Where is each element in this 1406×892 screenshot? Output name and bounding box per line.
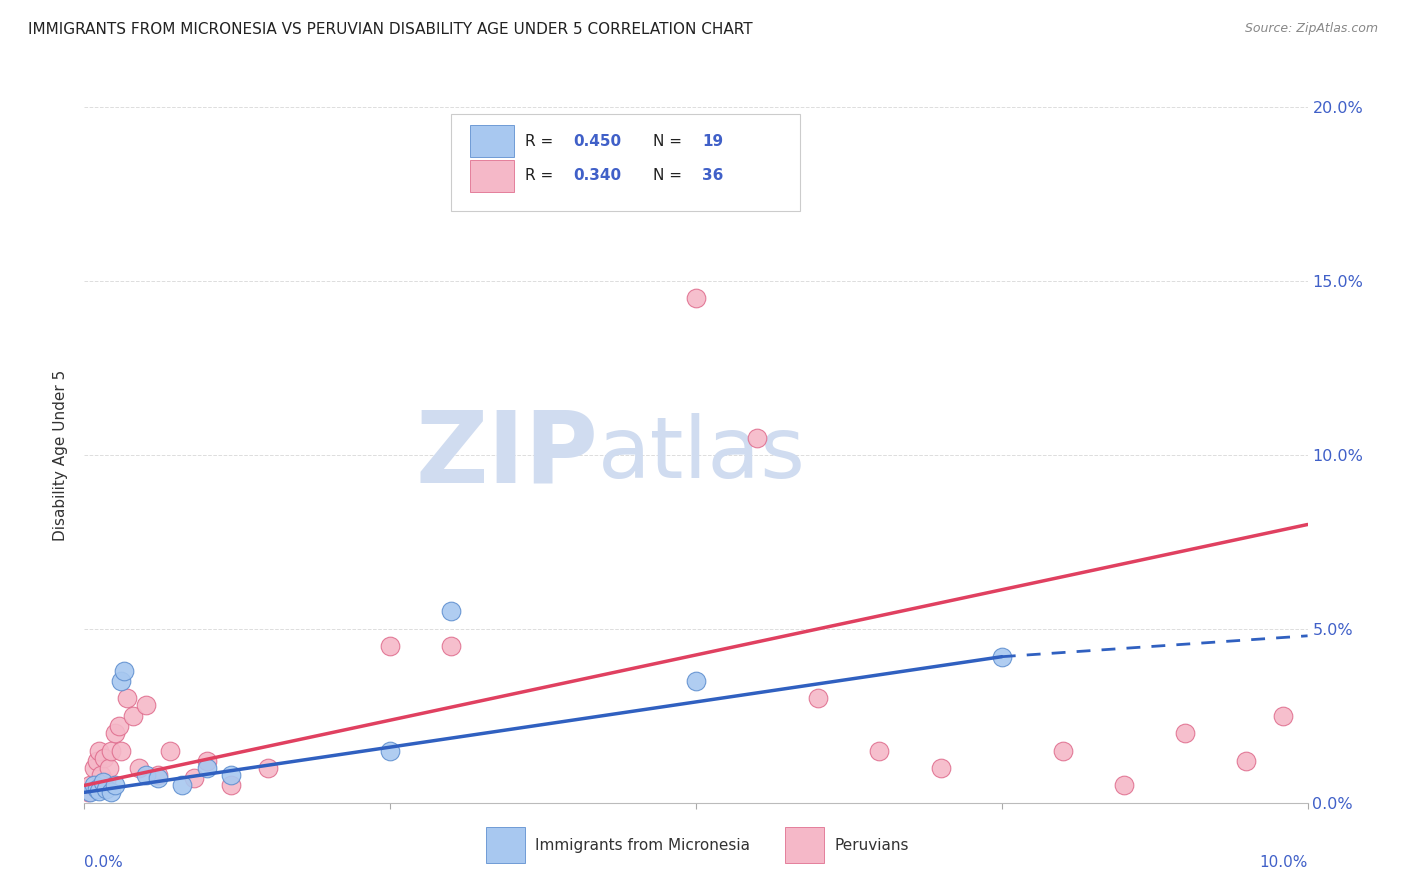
Text: Peruvians: Peruvians <box>834 838 908 854</box>
Point <box>1052 744 1074 758</box>
Point <box>219 778 242 792</box>
Point <box>257 761 280 775</box>
Point <box>79 785 101 799</box>
Point <box>869 744 891 758</box>
Point <box>122 708 145 723</box>
Text: atlas: atlas <box>598 413 806 497</box>
Point <box>87 783 110 797</box>
Point <box>96 775 118 789</box>
Point <box>219 768 242 782</box>
Text: 0.450: 0.450 <box>574 134 621 149</box>
Point <box>86 754 108 768</box>
FancyBboxPatch shape <box>470 125 513 157</box>
Point <box>172 778 194 792</box>
Point <box>104 778 127 792</box>
Point <box>991 649 1014 664</box>
Point <box>440 639 463 653</box>
Point <box>183 772 205 786</box>
Point <box>83 778 105 792</box>
Point <box>110 744 132 758</box>
Text: 0.0%: 0.0% <box>84 855 124 870</box>
Text: Source: ZipAtlas.com: Source: ZipAtlas.com <box>1244 22 1378 36</box>
Point <box>107 719 129 733</box>
Point <box>440 605 463 619</box>
Point <box>100 744 122 758</box>
FancyBboxPatch shape <box>470 160 513 192</box>
Text: 10.0%: 10.0% <box>1260 855 1308 870</box>
Point <box>195 754 218 768</box>
Text: 36: 36 <box>702 169 724 184</box>
Point <box>77 785 100 799</box>
Point <box>97 761 120 775</box>
Point <box>195 761 218 775</box>
Point <box>807 691 830 706</box>
FancyBboxPatch shape <box>786 827 824 863</box>
Point <box>685 291 707 305</box>
Point <box>1272 708 1295 723</box>
Point <box>146 768 169 782</box>
Point <box>87 744 110 758</box>
Text: R =: R = <box>524 169 558 184</box>
Point <box>104 726 127 740</box>
Text: 0.340: 0.340 <box>574 169 621 184</box>
Point <box>146 772 169 786</box>
Point <box>128 761 150 775</box>
Point <box>747 430 769 444</box>
Text: Immigrants from Micronesia: Immigrants from Micronesia <box>534 838 749 854</box>
Point <box>135 698 157 713</box>
Point <box>79 778 101 792</box>
Y-axis label: Disability Age Under 5: Disability Age Under 5 <box>53 369 69 541</box>
FancyBboxPatch shape <box>485 827 524 863</box>
Text: IMMIGRANTS FROM MICRONESIA VS PERUVIAN DISABILITY AGE UNDER 5 CORRELATION CHART: IMMIGRANTS FROM MICRONESIA VS PERUVIAN D… <box>28 22 752 37</box>
Point <box>110 674 132 689</box>
Point <box>1236 754 1258 768</box>
Point <box>1114 778 1136 792</box>
Point <box>380 639 402 653</box>
Text: ZIP: ZIP <box>415 407 598 503</box>
Point <box>96 781 118 796</box>
Point <box>90 768 112 782</box>
Point <box>929 761 952 775</box>
Point <box>135 768 157 782</box>
Point <box>91 775 114 789</box>
Point <box>685 674 707 689</box>
Point <box>83 761 105 775</box>
Point <box>624 186 647 201</box>
Point <box>112 664 135 678</box>
Point <box>1174 726 1197 740</box>
Text: 19: 19 <box>702 134 723 149</box>
Point <box>93 750 115 764</box>
Point <box>380 744 402 758</box>
FancyBboxPatch shape <box>451 114 800 211</box>
Text: R =: R = <box>524 134 558 149</box>
Point <box>115 691 138 706</box>
Text: N =: N = <box>654 169 688 184</box>
Text: N =: N = <box>654 134 688 149</box>
Point <box>86 781 108 796</box>
Point <box>159 744 181 758</box>
Point <box>100 785 122 799</box>
